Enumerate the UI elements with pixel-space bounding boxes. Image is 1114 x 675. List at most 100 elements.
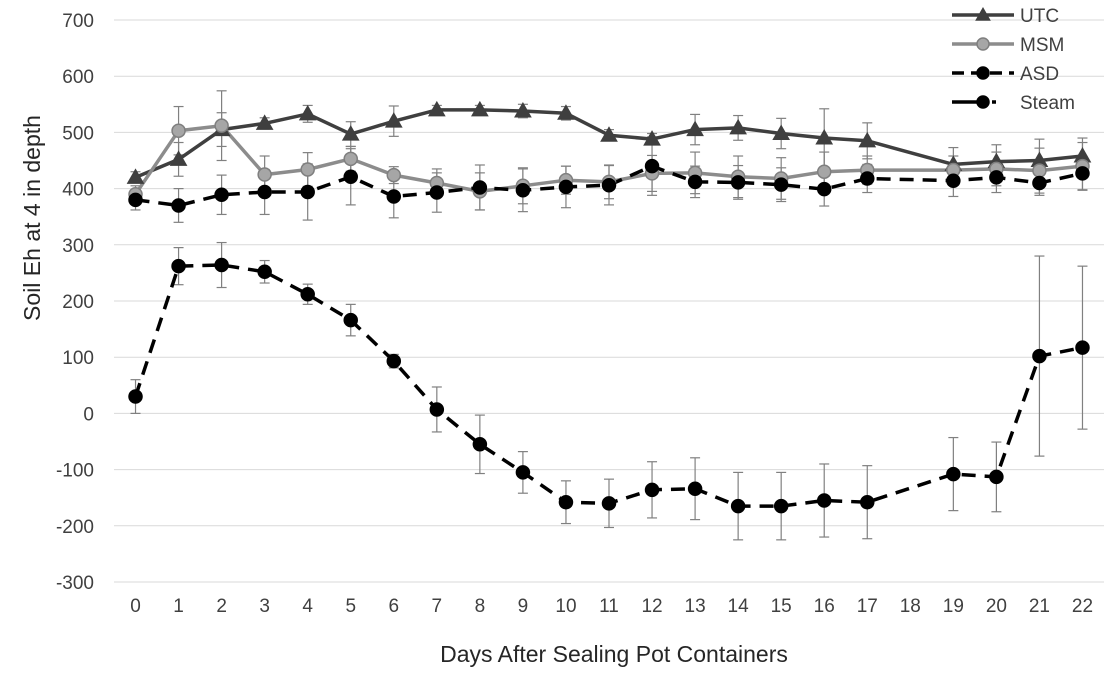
gridlines	[114, 19, 1104, 583]
data-point	[515, 183, 531, 198]
x-tick-label: 19	[943, 596, 964, 617]
x-tick-label: 17	[857, 596, 878, 617]
legend-label: Steam	[1020, 93, 1075, 114]
data-point-triangle	[772, 124, 791, 141]
data-point	[300, 184, 315, 200]
data-point	[171, 123, 186, 138]
data-point	[730, 498, 746, 514]
y-tick-label: 300	[62, 236, 94, 257]
data-point-triangle	[471, 100, 489, 117]
x-tick-label: 3	[259, 596, 270, 617]
data-point	[773, 177, 789, 192]
legend-label: ASD	[1020, 64, 1059, 85]
data-point	[386, 189, 402, 204]
data-point	[214, 187, 229, 203]
data-point	[816, 181, 832, 197]
x-tick-label: 6	[388, 596, 399, 617]
data-point	[300, 287, 315, 302]
x-tick-labels: 0 1 2 3 4 5 6 7 8 9 10 11 12 13 14 15 16 17 18 19 20 21 22	[130, 596, 1093, 617]
x-axis-title: Days After Sealing Pot Containers	[440, 641, 788, 667]
x-tick-label: 7	[432, 596, 443, 617]
data-point	[558, 494, 574, 510]
x-tick-label: 8	[475, 596, 486, 617]
data-point	[515, 465, 531, 480]
data-point	[429, 402, 445, 417]
data-point	[976, 37, 990, 51]
x-tick-label: 0	[130, 596, 141, 617]
series-markers	[126, 100, 1092, 514]
y-tick-label: 600	[62, 67, 94, 88]
data-point	[343, 151, 358, 167]
data-point	[171, 198, 186, 213]
data-point-triangle	[643, 130, 661, 146]
series-line-asd	[133, 263, 1083, 508]
data-point	[343, 169, 358, 185]
series-lines	[133, 108, 1083, 508]
data-point	[601, 177, 617, 193]
data-point-triangle	[255, 114, 274, 130]
y-tick-labels: 700 600 500 400 300 200 100 0 -100 -200 -300	[56, 11, 94, 594]
data-point	[472, 437, 488, 452]
y-tick-label: 700	[62, 11, 94, 32]
data-point-triangle	[384, 112, 403, 128]
data-point	[171, 258, 186, 274]
data-point-triangle	[514, 102, 532, 118]
data-point	[1032, 175, 1047, 191]
data-point	[976, 66, 990, 80]
data-point	[946, 173, 961, 188]
data-point	[343, 312, 358, 328]
data-point-triangle	[298, 104, 317, 121]
x-tick-label: 14	[728, 596, 750, 617]
data-point	[946, 466, 961, 482]
data-point	[472, 180, 488, 195]
data-point	[816, 493, 832, 508]
data-point	[976, 95, 990, 109]
data-point-triangle	[557, 104, 575, 120]
data-point	[429, 185, 445, 200]
legend-item-steam: Steam	[952, 93, 1075, 114]
data-point	[860, 171, 875, 186]
data-point	[989, 170, 1004, 185]
data-point	[128, 192, 143, 208]
x-tick-label: 21	[1029, 596, 1050, 617]
data-point-triangle	[427, 100, 446, 117]
data-point	[989, 469, 1004, 485]
data-point	[257, 264, 272, 280]
data-point	[257, 184, 272, 200]
data-point-triangle	[686, 120, 704, 137]
data-point-triangle	[341, 125, 360, 141]
data-point	[687, 481, 703, 496]
x-tick-label: 13	[685, 596, 706, 617]
y-axis-title: Soil Eh at 4 in depth	[19, 115, 45, 321]
y-tick-label: 500	[62, 123, 94, 144]
legend: UTC MSM ASD Steam	[952, 6, 1075, 114]
data-point	[1075, 340, 1090, 355]
data-point-triangle	[975, 6, 991, 21]
data-point	[300, 162, 315, 177]
series-line-msm	[134, 123, 1083, 196]
x-tick-label: 15	[771, 596, 792, 617]
data-point	[558, 179, 574, 195]
data-point	[214, 118, 229, 133]
legend-label: UTC	[1020, 6, 1059, 27]
x-tick-label: 9	[518, 596, 529, 617]
legend-item-msm: MSM	[952, 35, 1064, 56]
x-tick-label: 4	[302, 596, 313, 617]
data-point	[257, 167, 272, 182]
legend-item-utc: UTC	[952, 6, 1059, 27]
data-point-triangle	[169, 150, 188, 166]
y-tick-label: -300	[56, 573, 94, 594]
data-point-triangle	[858, 131, 877, 148]
x-tick-label: 11	[599, 596, 619, 617]
x-tick-label: 16	[814, 596, 835, 617]
error-bars	[130, 90, 1088, 541]
x-tick-label: 18	[900, 596, 921, 617]
data-point	[1032, 348, 1047, 364]
legend-item-asd: ASD	[952, 64, 1059, 85]
data-point-triangle	[729, 118, 747, 135]
series-line-steam	[135, 164, 1083, 208]
y-tick-label: 100	[62, 348, 94, 369]
x-tick-label: 20	[986, 596, 1007, 617]
